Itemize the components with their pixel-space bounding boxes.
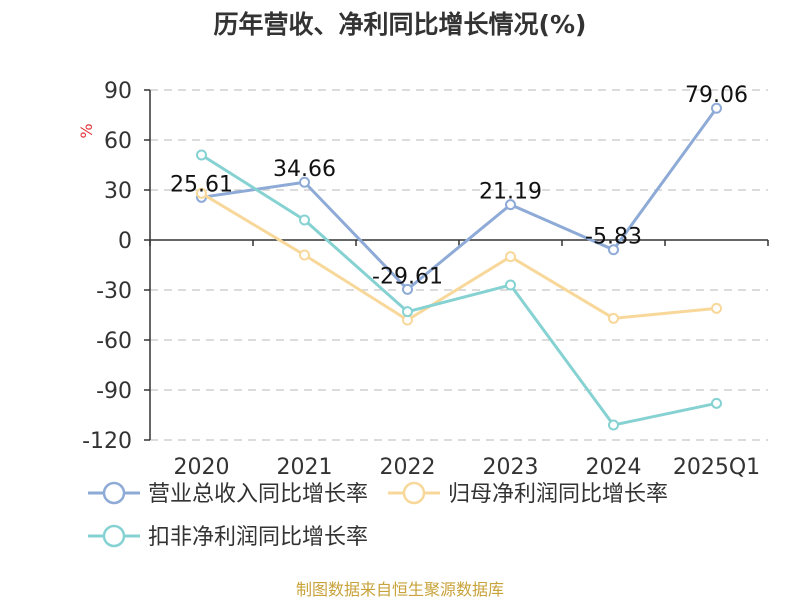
data-point — [608, 419, 619, 431]
series-line — [200, 153, 717, 427]
legend-item[interactable]: 营业总收入同比增长率 — [88, 481, 368, 507]
data-point — [299, 249, 310, 261]
data-point — [711, 102, 722, 114]
y-tick-label: -120 — [82, 429, 132, 454]
legend-swatch-marker — [402, 481, 426, 505]
y-tick-label: -30 — [96, 279, 132, 304]
x-tick-label: 2023 — [483, 455, 539, 480]
grid-lines — [150, 89, 768, 441]
x-tick-label: 2025Q1 — [673, 455, 760, 480]
legend-label: 营业总收入同比增长率 — [148, 482, 368, 507]
x-tick-label: 2022 — [380, 455, 436, 480]
data-point — [608, 312, 619, 324]
data-point — [299, 214, 310, 226]
x-tick-labels: 2020 2021 2022 2023 2024 2025Q1 — [174, 455, 761, 480]
source-note: 制图数据来自恒生聚源数据库 — [296, 580, 504, 599]
legend-item[interactable]: 归母净利润同比增长率 — [388, 481, 668, 507]
y-tick-label: 0 — [118, 229, 132, 254]
data-point — [196, 149, 207, 161]
series-group — [196, 102, 722, 431]
legend-swatch-marker — [102, 481, 126, 505]
axes — [144, 89, 769, 441]
legend-item[interactable]: 扣非净利润同比增长率 — [88, 524, 368, 550]
y-axis-unit: % — [77, 123, 96, 138]
data-point — [608, 244, 619, 256]
data-label: 34.66 — [273, 157, 336, 182]
y-tick-label: 90 — [104, 79, 132, 104]
series-line — [200, 192, 717, 322]
y-tick-label: 30 — [104, 179, 132, 204]
data-label: 21.19 — [479, 180, 542, 205]
y-tick-label: -60 — [96, 329, 132, 354]
x-tick-label: 2021 — [277, 455, 333, 480]
data-point — [402, 306, 413, 318]
legend-label: 归母净利润同比增长率 — [448, 482, 668, 507]
data-point — [505, 199, 516, 211]
y-tick-label: -90 — [96, 379, 132, 404]
legend-label: 扣非净利润同比增长率 — [148, 525, 368, 550]
x-tick-label: 2024 — [586, 455, 642, 480]
y-tick-labels: 90 60 30 0 -30 -60 -90 -120 — [82, 79, 132, 454]
data-point — [711, 302, 722, 314]
data-point — [711, 397, 722, 409]
legend-swatch-marker — [102, 524, 126, 548]
data-point — [505, 251, 516, 263]
data-point — [505, 279, 516, 291]
data-label: 25.61 — [170, 172, 233, 197]
data-point — [299, 176, 310, 188]
data-label: 79.06 — [685, 83, 748, 108]
x-tick-label: 2020 — [174, 455, 230, 480]
data-point — [196, 187, 207, 199]
data-point — [402, 283, 413, 295]
series-line — [201, 107, 718, 291]
data-label: -29.61 — [372, 264, 443, 289]
data-labels: 25.61 34.66 -29.61 21.19 -5.83 79.06 — [170, 83, 748, 289]
y-tick-label: 60 — [104, 129, 132, 154]
data-label: -5.83 — [585, 225, 642, 250]
chart-title: 历年营收、净利同比增长情况(%) — [214, 10, 587, 39]
